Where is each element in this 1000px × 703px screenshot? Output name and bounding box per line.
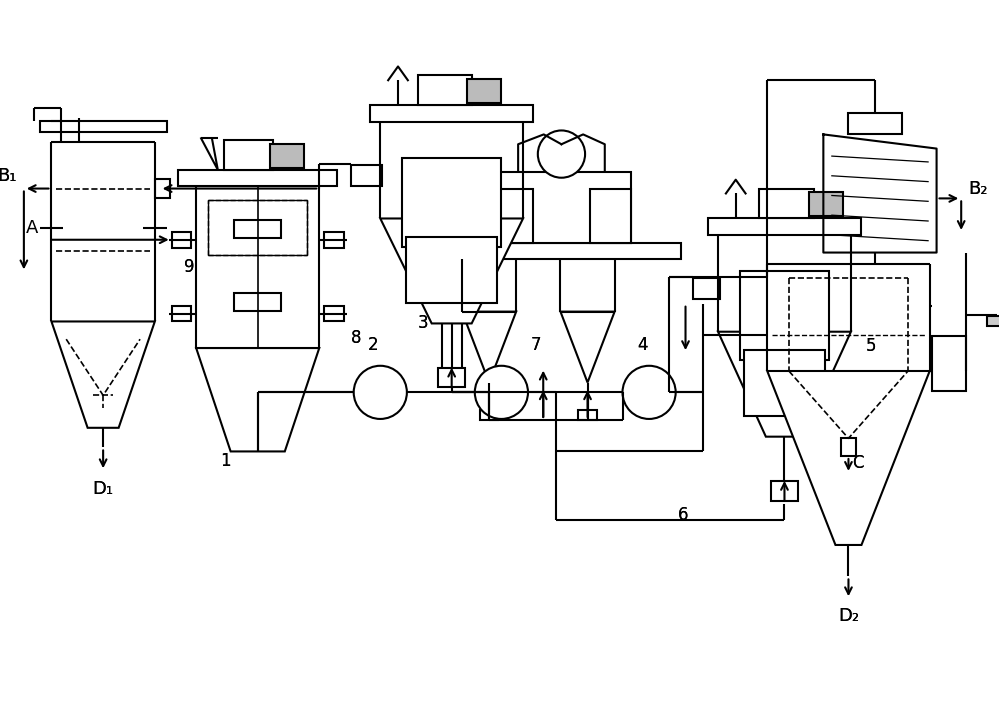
Text: 1: 1: [220, 452, 231, 470]
Bar: [234, 220, 281, 238]
Bar: [848, 112, 902, 134]
Text: A: A: [26, 219, 38, 237]
Bar: [442, 299, 462, 382]
Text: 9: 9: [184, 258, 195, 276]
Text: D₁: D₁: [93, 480, 114, 498]
Text: 7: 7: [531, 336, 541, 354]
Circle shape: [538, 131, 585, 178]
Polygon shape: [196, 348, 319, 451]
Bar: [759, 188, 814, 218]
Text: C: C: [853, 454, 864, 472]
Text: 6: 6: [678, 506, 689, 524]
Bar: [590, 188, 631, 243]
Bar: [234, 293, 281, 311]
Polygon shape: [51, 321, 155, 428]
Text: 4: 4: [637, 336, 647, 354]
Text: 2: 2: [368, 336, 379, 354]
Text: D₂: D₂: [838, 607, 859, 625]
Bar: [324, 306, 344, 321]
Circle shape: [623, 366, 676, 419]
Text: B₁: B₁: [0, 167, 17, 185]
Bar: [744, 350, 825, 416]
Bar: [172, 306, 191, 321]
Bar: [402, 158, 501, 247]
Bar: [172, 232, 191, 247]
Text: 1: 1: [220, 452, 231, 470]
Text: B₁: B₁: [0, 167, 17, 185]
Text: 7: 7: [531, 336, 541, 354]
Text: 5: 5: [865, 337, 876, 355]
Text: 4: 4: [637, 336, 647, 354]
Bar: [467, 79, 501, 103]
Circle shape: [475, 366, 528, 419]
Bar: [578, 410, 597, 420]
Text: 3: 3: [417, 314, 428, 333]
Bar: [370, 105, 533, 122]
Bar: [932, 337, 966, 391]
Bar: [155, 179, 170, 198]
Text: 8: 8: [350, 329, 361, 347]
Bar: [196, 186, 319, 348]
Text: 5: 5: [865, 337, 876, 355]
Bar: [224, 141, 273, 170]
Bar: [693, 278, 720, 299]
Text: D₁: D₁: [93, 480, 114, 498]
Polygon shape: [560, 311, 615, 382]
Bar: [771, 481, 798, 501]
Bar: [492, 188, 533, 243]
Text: C: C: [853, 454, 864, 472]
Text: D₂: D₂: [838, 607, 859, 625]
Polygon shape: [462, 311, 516, 382]
Bar: [708, 218, 861, 235]
Bar: [480, 410, 498, 420]
Bar: [740, 271, 829, 360]
Bar: [442, 243, 681, 259]
Bar: [208, 200, 307, 254]
Bar: [178, 170, 337, 186]
Polygon shape: [380, 219, 523, 323]
Bar: [987, 316, 1000, 326]
Bar: [324, 232, 344, 247]
Bar: [841, 439, 856, 456]
Bar: [40, 121, 167, 132]
Text: 6: 6: [678, 506, 689, 524]
Text: 8: 8: [350, 329, 361, 347]
Bar: [809, 193, 843, 216]
Text: B₂: B₂: [968, 179, 988, 198]
Bar: [270, 144, 304, 168]
Bar: [351, 165, 382, 186]
Bar: [492, 172, 631, 243]
Text: 9: 9: [184, 258, 195, 276]
Bar: [418, 75, 472, 105]
Polygon shape: [767, 371, 930, 545]
Polygon shape: [718, 332, 851, 437]
Text: 3: 3: [417, 314, 428, 333]
Circle shape: [354, 366, 407, 419]
Bar: [438, 368, 465, 387]
Text: 2: 2: [368, 336, 379, 354]
Bar: [406, 237, 497, 303]
Text: B₂: B₂: [968, 179, 988, 198]
